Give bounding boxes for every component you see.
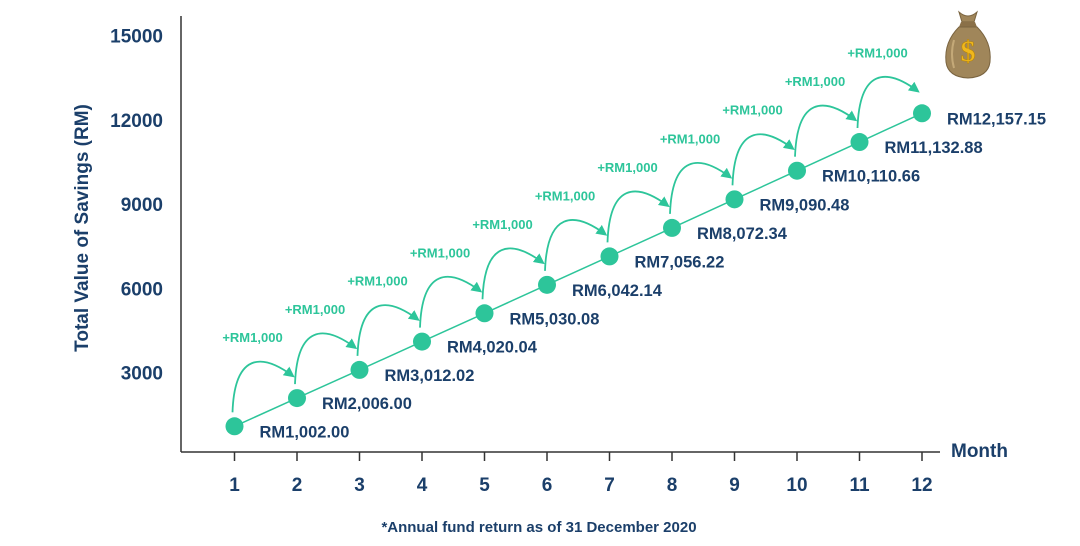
series-line-group — [234, 112, 923, 427]
increment-label: +RM1,000 — [597, 160, 657, 175]
increment-arrow — [669, 162, 733, 214]
data-point — [413, 332, 431, 351]
increment-arrow — [231, 360, 295, 413]
data-value-label: RM6,042.14 — [572, 282, 663, 300]
data-point — [350, 360, 369, 379]
data-value-label: RM5,030.08 — [510, 310, 600, 328]
series-line — [234, 112, 923, 427]
increment-arrow — [856, 76, 920, 129]
y-axis-ticks: 3000 6000 9000 12000 15000 — [110, 27, 163, 385]
data-point — [913, 104, 931, 123]
x-tick-label: 7 — [604, 475, 615, 496]
x-tick-label: 12 — [911, 475, 932, 496]
data-value-label: RM4,020.04 — [447, 339, 538, 357]
x-tick-label: 1 — [229, 475, 240, 496]
increment-label: +RM1,000 — [847, 45, 907, 60]
x-tick-label: 3 — [354, 475, 365, 496]
data-value-label: RM7,056.22 — [635, 253, 725, 271]
data-value-label: RM11,132.88 — [885, 139, 983, 157]
increment-arrow — [606, 190, 670, 243]
increment-label: +RM1,000 — [785, 74, 845, 89]
y-tick-label: 15000 — [110, 27, 163, 48]
data-point — [538, 275, 556, 294]
x-tick-label: 8 — [667, 475, 678, 496]
money-bag-icon: $ — [945, 10, 991, 79]
increment-label: +RM1,000 — [410, 245, 470, 260]
data-value-label: RM12,157.15 — [947, 110, 1046, 128]
x-axis-ticks: 1 2 3 4 5 6 7 8 9 10 11 12 — [229, 452, 933, 496]
data-point — [663, 218, 681, 237]
increment-arrow — [794, 104, 858, 157]
data-points — [225, 104, 931, 436]
increment-label: +RM1,000 — [222, 330, 282, 345]
data-point — [600, 247, 619, 266]
increment-arrow — [481, 247, 545, 300]
data-point — [225, 417, 244, 436]
y-tick-label: 12000 — [110, 111, 163, 132]
data-value-label: RM10,110.66 — [822, 168, 920, 186]
data-value-label: RM9,090.48 — [760, 196, 850, 214]
increment-label: +RM1,000 — [285, 302, 345, 317]
increment-label: +RM1,000 — [347, 274, 407, 289]
data-value-labels: RM1,002.00 RM2,006.00 RM3,012.02 RM4,020.04… — [260, 110, 1047, 441]
increment-arrow — [731, 133, 795, 186]
x-tick-label: 5 — [479, 475, 490, 496]
data-point — [788, 161, 806, 180]
increment-arrow — [356, 304, 420, 356]
y-tick-label: 6000 — [121, 279, 163, 300]
x-tick-label: 9 — [729, 475, 740, 496]
x-tick-label: 6 — [542, 475, 553, 496]
y-axis-title: Total Value of Savings (RM) — [72, 104, 93, 352]
y-tick-label: 9000 — [121, 195, 163, 216]
x-tick-label: 4 — [417, 475, 428, 496]
increment-label: +RM1,000 — [722, 103, 782, 118]
increment-arrow — [544, 219, 608, 271]
increment-arrows: +RM1,000+RM1,000+RM1,000+RM1,000+RM1,000… — [222, 45, 920, 413]
x-tick-label: 10 — [786, 475, 807, 496]
data-point — [725, 190, 744, 209]
footnote: *Annual fund return as of 31 December 20… — [381, 519, 696, 536]
increment-label: +RM1,000 — [535, 188, 595, 203]
increment-label: +RM1,000 — [660, 131, 720, 146]
data-point — [850, 133, 869, 152]
svg-text:$: $ — [961, 35, 976, 68]
increment-arrow — [419, 276, 483, 328]
increment-label: +RM1,000 — [472, 217, 532, 232]
data-value-label: RM8,072.34 — [697, 225, 788, 243]
x-axis-title: Month — [951, 441, 1008, 462]
x-tick-label: 11 — [849, 475, 870, 496]
data-value-label: RM2,006.00 — [322, 395, 412, 413]
data-point — [475, 304, 494, 323]
data-value-label: RM3,012.02 — [385, 367, 475, 385]
x-tick-label: 2 — [292, 475, 303, 496]
data-value-label: RM1,002.00 — [260, 423, 350, 441]
y-tick-label: 3000 — [121, 364, 163, 385]
increment-arrow — [294, 332, 358, 385]
data-point — [288, 389, 306, 408]
